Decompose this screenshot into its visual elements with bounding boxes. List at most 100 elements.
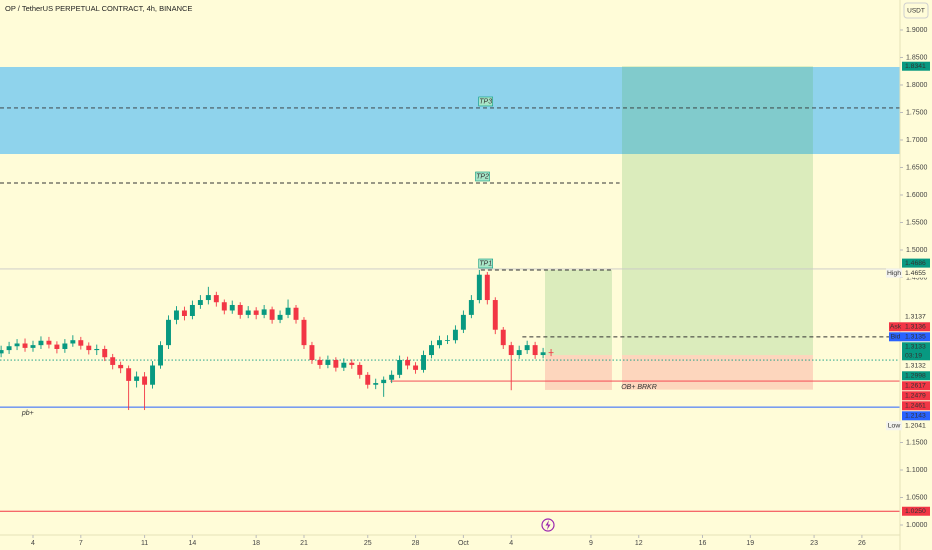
- price-label-box: [902, 342, 930, 361]
- y-tick-label: 1.4500: [906, 274, 928, 281]
- x-tick-label: 21: [300, 540, 308, 547]
- price-label-box: [902, 322, 930, 332]
- candle-body: [22, 343, 28, 348]
- price-label-box: [902, 401, 930, 411]
- position-stop: [545, 355, 612, 390]
- candle-body: [516, 350, 522, 356]
- candle-body: [134, 376, 140, 381]
- candle-body: [421, 355, 427, 370]
- candle-body: [548, 352, 554, 354]
- x-tick-label: 14: [189, 540, 197, 547]
- x-tick-label: 19: [746, 540, 754, 547]
- y-tick-label: 1.0500: [906, 494, 928, 501]
- price-label: 1.3132: [905, 363, 926, 370]
- y-tick-label: 1.1000: [906, 467, 928, 474]
- price-label-box: [902, 268, 930, 278]
- price-tag-box: [886, 421, 902, 431]
- price-label-box: [902, 332, 930, 342]
- candle-body: [54, 344, 60, 349]
- candle-body: [150, 365, 156, 385]
- price-label: 1.2998: [905, 373, 926, 380]
- candle-body: [213, 295, 219, 303]
- candle-body: [508, 345, 514, 356]
- currency-button[interactable]: [903, 2, 929, 19]
- price-label-box: [902, 312, 930, 322]
- x-tick-label: 18: [252, 540, 260, 547]
- x-tick-label: 16: [699, 540, 707, 547]
- x-tick-label: Oct: [458, 540, 469, 547]
- currency-label[interactable]: USDT: [907, 8, 925, 15]
- candle-body: [142, 376, 148, 385]
- candle-body: [532, 345, 538, 356]
- price-label: 1.3137: [905, 314, 926, 321]
- line-label-box: [478, 258, 494, 269]
- candle-body: [500, 329, 506, 346]
- replay-icon[interactable]: [541, 518, 555, 532]
- candle-body: [452, 329, 458, 341]
- candle-body: [389, 374, 395, 380]
- price-tag: Low: [888, 423, 901, 430]
- candle-body: [309, 345, 315, 360]
- candle-body: [444, 340, 450, 341]
- price-tag-box: [889, 332, 902, 342]
- candle-body: [269, 309, 275, 320]
- price-label: 1.2041: [905, 423, 926, 430]
- candle-body: [468, 300, 474, 315]
- price-label: 1.3133: [905, 344, 926, 351]
- candle-body: [437, 340, 442, 346]
- candle-body: [6, 346, 12, 351]
- x-tick-label: 28: [412, 540, 420, 547]
- candle-body: [325, 359, 331, 365]
- price-label-box: [902, 421, 930, 431]
- y-tick-label: 1.7000: [906, 137, 928, 144]
- y-tick-label: 1.5000: [906, 247, 928, 254]
- y-tick-label: 1.6000: [906, 192, 928, 199]
- candle-body: [492, 300, 498, 330]
- candle-body: [70, 340, 76, 344]
- x-tick-label: 26: [858, 540, 866, 547]
- line-label: pb+: [21, 410, 34, 417]
- price-label: 1.2479: [905, 393, 926, 400]
- candle-body: [476, 274, 482, 301]
- y-tick-label: 1.8000: [906, 82, 928, 89]
- line-label-box: [478, 96, 494, 107]
- price-tag: High: [887, 270, 901, 277]
- y-tick-label: 1.5500: [906, 219, 928, 226]
- candle-body: [429, 345, 434, 356]
- candle-body: [237, 304, 243, 315]
- x-tick-label: 7: [79, 540, 83, 547]
- plot-area: TP3 TP2 TP1 OB+ BRKR pb+: [0, 66, 900, 512]
- line-label-box: [475, 171, 490, 182]
- candle-body: [349, 362, 355, 365]
- candle-body: [86, 345, 92, 351]
- price-label: 1.3136: [905, 324, 926, 331]
- candle-body: [126, 368, 132, 381]
- candle-body: [0, 350, 4, 354]
- candle-body: [333, 359, 339, 368]
- x-tick-label: 11: [141, 540, 148, 547]
- candle-body: [397, 359, 403, 375]
- price-label: 1.8341: [905, 63, 926, 70]
- x-tick-label: 23: [810, 540, 818, 547]
- price-label-box: [902, 411, 930, 421]
- x-tick-label: 4: [509, 540, 513, 547]
- x-tick-label: 25: [364, 540, 372, 547]
- candle-body: [540, 352, 546, 356]
- price-label: 1.2461: [905, 403, 926, 410]
- candle-body: [205, 295, 211, 301]
- candle-body: [317, 359, 323, 365]
- candle-body: [173, 310, 179, 320]
- candle-body: [277, 314, 283, 320]
- price-label-box: [902, 361, 930, 371]
- candle-body: [301, 319, 307, 346]
- x-tick-label: 4: [31, 540, 35, 547]
- price-label: 1.3135: [905, 334, 926, 341]
- icon-bolt[interactable]: [545, 520, 551, 530]
- y-tick-label: 1.8500: [906, 54, 928, 61]
- candle-body: [14, 343, 20, 347]
- price-tag: Ask: [890, 324, 902, 331]
- candle-body: [110, 357, 116, 365]
- candle-body: [261, 309, 267, 315]
- price-label: 1.2617: [905, 383, 926, 390]
- y-tick-label: 1.9000: [906, 27, 928, 34]
